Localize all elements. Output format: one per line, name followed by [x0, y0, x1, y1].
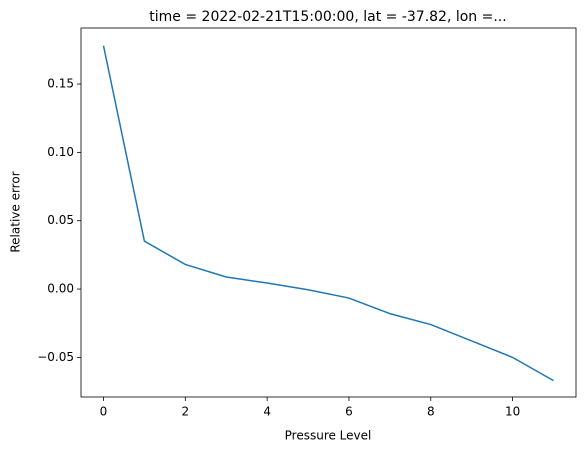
x-tick-label: 4	[263, 405, 271, 419]
x-axis-label: Pressure Level	[285, 429, 372, 443]
y-tick-label: −0.05	[37, 350, 74, 364]
axes-frame	[80, 27, 577, 398]
x-tick-label: 10	[505, 405, 520, 419]
x-tick-label: 0	[100, 405, 108, 419]
y-tick-label: 0.00	[47, 282, 74, 296]
y-tick-label: 0.10	[47, 145, 74, 159]
chart-title: time = 2022-02-21T15:00:00, lat = -37.82…	[149, 9, 506, 25]
y-tick-label: 0.15	[47, 77, 74, 91]
line-series	[102, 45, 554, 382]
y-axis-label: Relative error	[9, 171, 23, 252]
y-tick-label: 0.05	[47, 213, 74, 227]
x-tick-label: 2	[181, 405, 189, 419]
x-tick-label: 8	[427, 405, 435, 419]
x-tick-label: 6	[345, 405, 353, 419]
